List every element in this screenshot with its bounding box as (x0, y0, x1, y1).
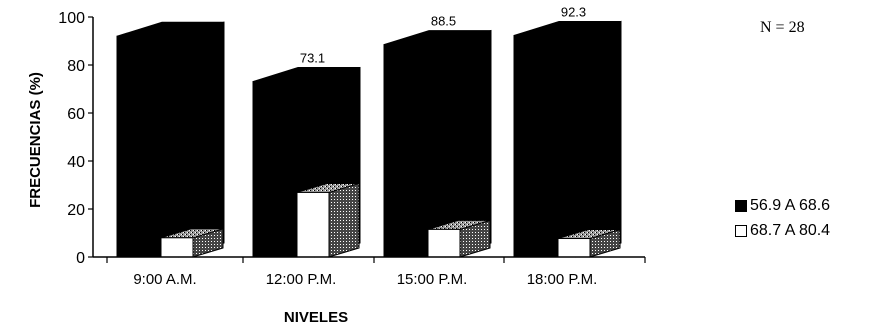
y-axis-title: FRECUENCIAS (%) (27, 72, 44, 208)
bar-series1-0-front (116, 35, 180, 258)
x-axis-title: NIVELES (284, 309, 348, 326)
data-label-series1: 88.5 (431, 14, 456, 29)
data-label-series2: 7.7 (596, 208, 614, 223)
data-label-series2: 11.5 (463, 198, 487, 213)
legend-swatch-series-1 (735, 199, 747, 212)
y-tick-label: 80 (67, 58, 85, 75)
data-label-series1: 92.3 (561, 4, 586, 19)
data-labels: 8 73.1 26.9 88.5 11.5 92.3 7.7 (204, 4, 614, 222)
bar-series2-1-front (296, 191, 330, 258)
x-tick-label: 18:00 P.M. (527, 271, 598, 288)
bar-series1-0 (116, 21, 225, 258)
y-tick-label: 40 (67, 154, 85, 171)
sample-size-note: N = 28 (760, 19, 805, 36)
y-tick-label: 20 (67, 202, 85, 219)
bar-series2-0 (160, 228, 224, 258)
bar-series2-3 (557, 228, 621, 258)
y-tick-label: 100 (58, 10, 85, 27)
bar-series2-1 (296, 182, 360, 258)
x-tick-label: 9:00 A.M. (133, 271, 196, 288)
x-tick-label: 15:00 P.M. (397, 271, 468, 288)
legend-label-series-1: 56.9 A 68.6 (750, 196, 831, 214)
x-tick-label: 12:00 P.M. (266, 271, 337, 288)
legend-item-series-1: 56.9 A 68.6 (735, 193, 830, 218)
bar-series1-3-front (513, 34, 577, 258)
data-label-series2: 26.9 (331, 161, 356, 176)
bar-series1-0-side (178, 21, 225, 258)
y-tick-label: 60 (67, 106, 85, 123)
legend-label-series-2: 68.7 A 80.4 (750, 221, 831, 239)
bar-series1-2 (383, 29, 492, 258)
legend-item-series-2: 68.7 A 80.4 (735, 218, 830, 243)
bar-series2-2 (427, 219, 491, 258)
y-axis: 0 20 40 60 80 100 9:00 A.M. 12:00 P.M. 15:00 P.M… (58, 10, 646, 288)
bars-layer (116, 20, 622, 258)
bar-series2-1-side (328, 182, 360, 258)
y-tick-label: 0 (76, 250, 85, 267)
bar-series1-3 (513, 20, 622, 258)
data-label-series2: 8 (204, 207, 211, 222)
bar-series2-0-front (160, 237, 194, 258)
bar-series1-2-front (383, 44, 447, 258)
bar-series2-2-front (427, 228, 461, 258)
legend: 56.9 A 68.6 68.7 A 80.4 (735, 193, 830, 243)
bar-series2-3-front (557, 238, 591, 258)
legend-swatch-series-2 (735, 224, 747, 237)
data-label-series1: 73.1 (300, 51, 325, 66)
